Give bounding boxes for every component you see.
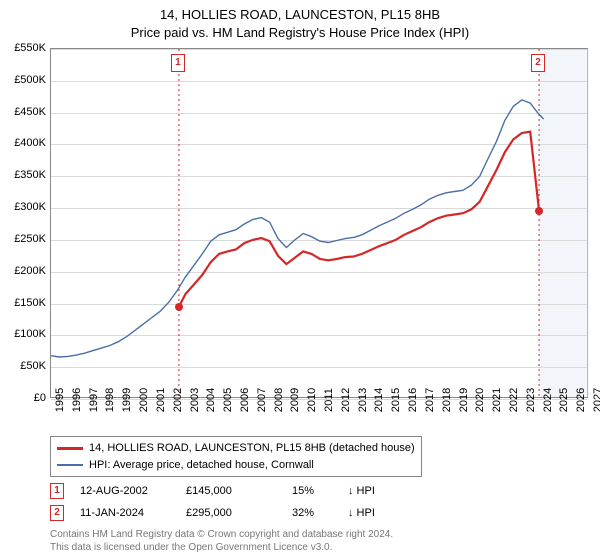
transaction-row: 2 11-JAN-2024 £295,000 32% ↓ HPI (50, 502, 375, 524)
line-series-hpi (51, 100, 544, 357)
chart-title-block: 14, HOLLIES ROAD, LAUNCESTON, PL15 8HB P… (0, 0, 600, 42)
y-tick-label: £200K (0, 265, 46, 277)
y-tick-label: £450K (0, 106, 46, 118)
x-tick-label: 2013 (357, 388, 369, 412)
y-tick-label: £350K (0, 169, 46, 181)
legend-label-1: 14, HOLLIES ROAD, LAUNCESTON, PL15 8HB (… (89, 440, 415, 457)
attribution-line1: Contains HM Land Registry data © Crown c… (50, 528, 393, 541)
attribution-text: Contains HM Land Registry data © Crown c… (50, 528, 393, 554)
transaction-marker: 1 (50, 483, 64, 499)
x-tick-label: 2003 (189, 388, 201, 412)
transaction-date: 11-JAN-2024 (80, 507, 170, 519)
x-tick-label: 1998 (104, 388, 116, 412)
x-tick-label: 2012 (340, 388, 352, 412)
x-tick-label: 2026 (575, 388, 587, 412)
x-tick-label: 2011 (323, 388, 335, 412)
chart-svg (51, 49, 587, 397)
x-tick-label: 2002 (172, 388, 184, 412)
y-tick-label: £250K (0, 233, 46, 245)
transaction-marker: 2 (50, 505, 64, 521)
legend-swatch-1 (57, 447, 83, 450)
chart-title-line1: 14, HOLLIES ROAD, LAUNCESTON, PL15 8HB (0, 6, 600, 24)
y-tick-label: £300K (0, 201, 46, 213)
x-tick-label: 2000 (138, 388, 150, 412)
transaction-row: 1 12-AUG-2002 £145,000 15% ↓ HPI (50, 480, 375, 502)
chart-plot-area (50, 48, 588, 398)
transaction-price: £145,000 (186, 485, 276, 497)
x-tick-label: 2018 (441, 388, 453, 412)
x-tick-label: 1995 (54, 388, 66, 412)
marker-label-box: 1 (171, 54, 185, 72)
x-tick-label: 2023 (525, 388, 537, 412)
chart-title-line2: Price paid vs. HM Land Registry's House … (0, 24, 600, 42)
x-tick-label: 2010 (306, 388, 318, 412)
x-tick-label: 1999 (121, 388, 133, 412)
x-tick-label: 2024 (542, 388, 554, 412)
x-tick-label: 2005 (222, 388, 234, 412)
x-tick-label: 2015 (390, 388, 402, 412)
attribution-line2: This data is licensed under the Open Gov… (50, 541, 393, 554)
legend-item-1: 14, HOLLIES ROAD, LAUNCESTON, PL15 8HB (… (57, 440, 415, 457)
transaction-date: 12-AUG-2002 (80, 485, 170, 497)
transaction-pct: 32% (292, 507, 332, 519)
y-tick-label: £500K (0, 74, 46, 86)
chart-legend: 14, HOLLIES ROAD, LAUNCESTON, PL15 8HB (… (50, 436, 422, 477)
transaction-table: 1 12-AUG-2002 £145,000 15% ↓ HPI 2 11-JAN-2024… (50, 480, 375, 524)
transaction-rel: ↓ HPI (348, 485, 375, 497)
legend-item-2: HPI: Average price, detached house, Corn… (57, 457, 415, 474)
y-tick-label: £50K (0, 360, 46, 372)
x-tick-label: 1997 (88, 388, 100, 412)
transaction-pct: 15% (292, 485, 332, 497)
x-tick-label: 2019 (458, 388, 470, 412)
x-tick-label: 2007 (256, 388, 268, 412)
y-tick-label: £400K (0, 137, 46, 149)
x-tick-label: 1996 (71, 388, 83, 412)
x-tick-label: 2001 (155, 388, 167, 412)
marker-label-box: 2 (531, 54, 545, 72)
x-tick-label: 2020 (474, 388, 486, 412)
x-tick-label: 2017 (424, 388, 436, 412)
data-point-marker (535, 207, 543, 215)
x-tick-label: 2027 (592, 388, 600, 412)
x-tick-label: 2008 (273, 388, 285, 412)
x-tick-label: 2022 (508, 388, 520, 412)
x-tick-label: 2016 (407, 388, 419, 412)
legend-swatch-2 (57, 464, 83, 466)
transaction-rel: ↓ HPI (348, 507, 375, 519)
transaction-price: £295,000 (186, 507, 276, 519)
y-tick-label: £0 (0, 392, 46, 404)
y-tick-label: £100K (0, 328, 46, 340)
x-tick-label: 2006 (239, 388, 251, 412)
y-tick-label: £150K (0, 297, 46, 309)
x-tick-label: 2021 (491, 388, 503, 412)
legend-label-2: HPI: Average price, detached house, Corn… (89, 457, 314, 474)
data-point-marker (175, 303, 183, 311)
y-tick-label: £550K (0, 42, 46, 54)
x-tick-label: 2009 (289, 388, 301, 412)
x-tick-label: 2025 (558, 388, 570, 412)
x-tick-label: 2004 (205, 388, 217, 412)
line-series-property (179, 132, 539, 307)
x-tick-label: 2014 (373, 388, 385, 412)
